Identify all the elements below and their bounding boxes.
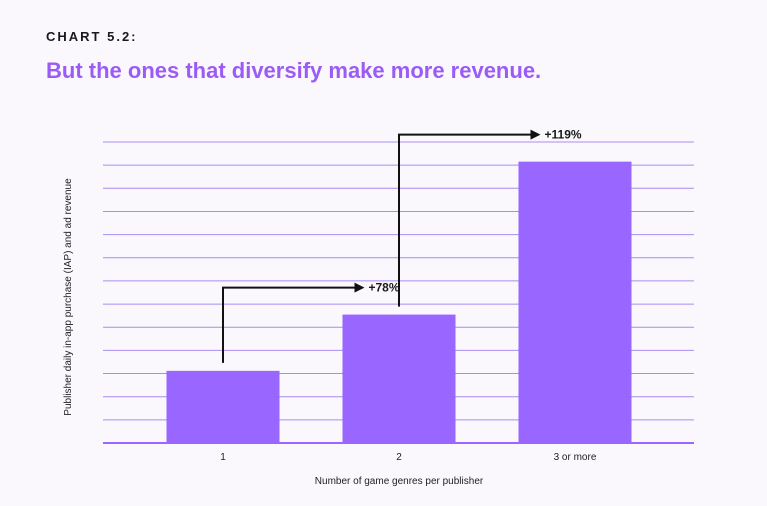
chart-number-label: CHART 5.2: — [46, 29, 138, 44]
growth-arrow — [222, 282, 365, 363]
x-tick-label: 3 or more — [554, 452, 597, 463]
bar-1 — [166, 370, 280, 443]
x-axis-title: Number of game genres per publisher — [315, 476, 484, 487]
y-axis-title: Publisher daily in-app purchase (IAP) an… — [63, 178, 74, 416]
bars — [166, 161, 632, 443]
x-tick-labels: 1 2 3 or more — [220, 452, 597, 463]
growth-label: +78% — [369, 281, 400, 295]
x-tick-label: 1 — [220, 452, 226, 463]
chart-title: But the ones that diversify make more re… — [46, 58, 542, 83]
bar-3 — [518, 161, 632, 443]
growth-annotations: +78% +119% — [222, 128, 582, 363]
growth-arrow — [398, 129, 541, 307]
x-tick-label: 2 — [396, 452, 402, 463]
bar-2 — [342, 314, 456, 443]
growth-label: +119% — [545, 128, 582, 142]
